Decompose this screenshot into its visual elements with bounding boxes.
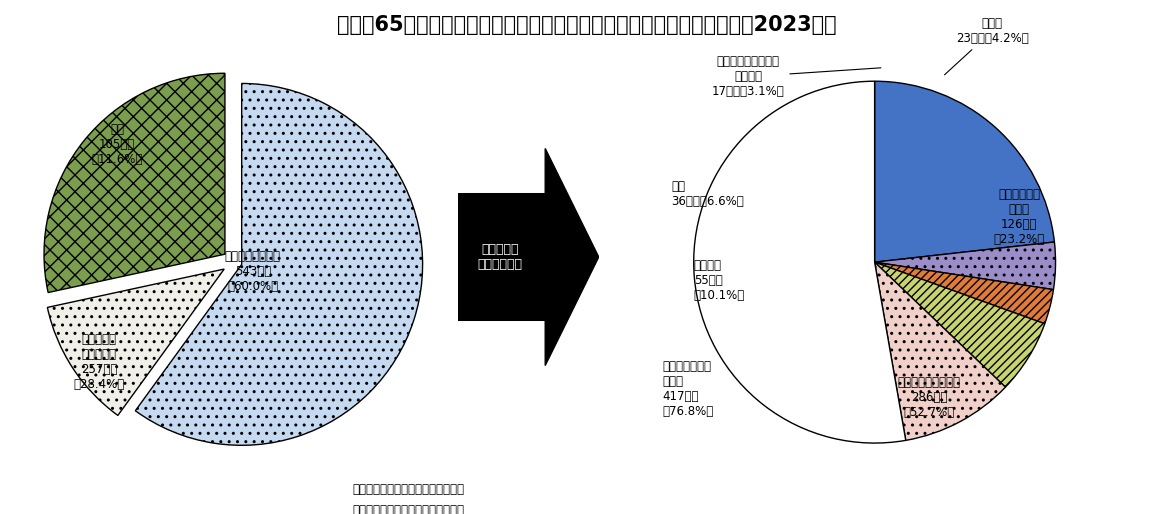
Text: その他
23万人（4.2%）: その他 23万人（4.2%） (945, 17, 1028, 75)
Text: 嘱託
36万人（6.6%）: 嘱託 36万人（6.6%） (672, 180, 744, 208)
Text: パート・アルバイト
286万人
（52.7%）: パート・アルバイト 286万人 （52.7%） (897, 376, 960, 419)
Wedge shape (43, 74, 225, 292)
Text: 自営業主・
家族従業者
257万人
（28.4%）: 自営業主・ 家族従業者 257万人 （28.4%） (74, 333, 124, 391)
Wedge shape (47, 269, 224, 415)
Text: 役員を除く雇用者
543万人
（60.0%）: 役員を除く雇用者 543万人 （60.0%） (225, 250, 281, 292)
Text: 図８　65歳以上の従業上の地位別就業者及び雇用形態別雇用者の内訳（2023年）: 図８ 65歳以上の従業上の地位別就業者及び雇用形態別雇用者の内訳（2023年） (337, 15, 837, 35)
Text: 正規の職員・
従業員
126万人
（23.2%）: 正規の職員・ 従業員 126万人 （23.2%） (993, 188, 1045, 246)
Wedge shape (694, 81, 906, 443)
Text: 資料：「労働力調査」（基本集計）: 資料：「労働力調査」（基本集計） (352, 483, 464, 496)
Wedge shape (875, 81, 1054, 262)
Wedge shape (875, 262, 1053, 324)
Text: 非正規の職員・
従業員
417万人
（76.8%）: 非正規の職員・ 従業員 417万人 （76.8%） (662, 360, 714, 418)
Text: 労働者派遣事業所の
派遣社員
17万人（3.1%）: 労働者派遣事業所の 派遣社員 17万人（3.1%） (711, 55, 880, 98)
Text: 役員を除く
雇用者の内訳: 役員を除く 雇用者の内訳 (478, 243, 522, 271)
Text: 役員
105万人
（11.6%）: 役員 105万人 （11.6%） (92, 123, 143, 166)
Text: 契約社員
55万人
（10.1%）: 契約社員 55万人 （10.1%） (694, 259, 745, 302)
Polygon shape (458, 149, 599, 365)
Wedge shape (875, 262, 1045, 387)
Wedge shape (875, 262, 1005, 440)
Text: 注）割合は内訳の合計に占める割合: 注）割合は内訳の合計に占める割合 (352, 504, 464, 514)
Wedge shape (135, 83, 423, 445)
Wedge shape (875, 242, 1055, 289)
